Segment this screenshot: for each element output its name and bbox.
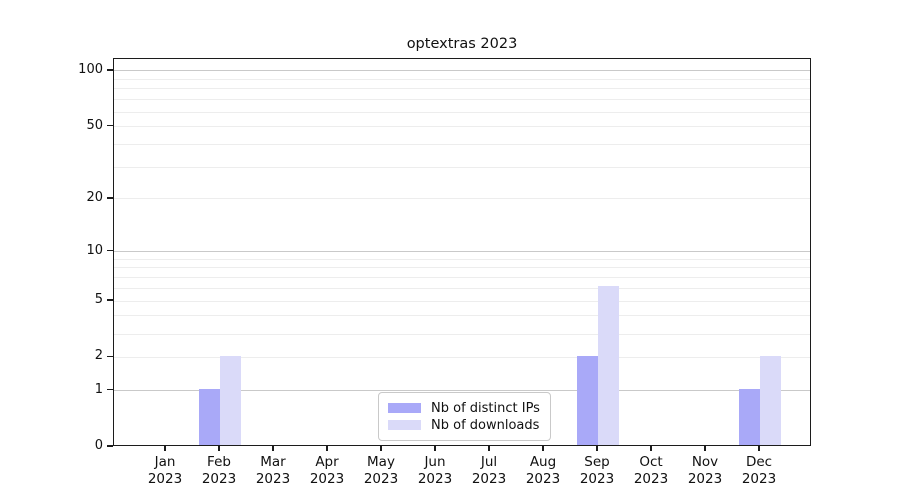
x-tick-jul-2023 [488, 446, 490, 451]
legend-swatch-downloads [388, 420, 421, 430]
gridline-y-40 [114, 143, 810, 145]
y-tick-5 [107, 299, 113, 301]
bar-feb-2023-s0 [199, 388, 220, 445]
gridline-y-80 [114, 88, 810, 90]
y-tick-10 [107, 249, 113, 252]
x-tick-apr-2023 [326, 446, 328, 451]
legend-label-downloads: Nb of downloads [431, 417, 540, 433]
x-tick-label-jun-2023: Jun 2023 [417, 454, 453, 487]
x-tick-oct-2023 [650, 446, 652, 451]
gridline-y-1 [114, 390, 810, 392]
gridline-y-3 [114, 333, 810, 335]
x-tick-dec-2023 [758, 446, 760, 451]
x-tick-label-nov-2023: Nov 2023 [687, 454, 723, 487]
x-tick-label-sep-2023: Sep 2023 [579, 454, 615, 487]
x-tick-label-aug-2023: Aug 2023 [525, 454, 561, 487]
legend: Nb of distinct IPs Nb of downloads [378, 392, 551, 441]
x-tick-nov-2023 [704, 446, 706, 451]
plot-area [113, 58, 811, 446]
x-tick-label-jan-2023: Jan 2023 [147, 454, 183, 487]
gridline-y-6 [114, 287, 810, 289]
legend-item-distinct-ips: Nb of distinct IPs [388, 400, 541, 416]
y-tick-20 [107, 197, 113, 199]
bar-dec-2023-s0 [739, 388, 760, 445]
y-tick-2 [107, 355, 113, 358]
gridline-y-9 [114, 258, 810, 260]
x-tick-label-dec-2023: Dec 2023 [741, 454, 777, 487]
x-tick-may-2023 [380, 446, 382, 451]
gridline-y-7 [114, 277, 810, 279]
y-tick-label-10: 10 [86, 242, 103, 258]
gridline-y-4 [114, 315, 810, 317]
y-tick-label-1: 1 [94, 381, 103, 397]
y-tick-0 [107, 445, 113, 447]
gridline-y-20 [114, 198, 810, 200]
gridline-y-8 [114, 267, 810, 269]
bar-feb-2023-s1 [220, 355, 241, 445]
gridline-y-10 [114, 251, 810, 253]
legend-swatch-distinct-ips [388, 403, 421, 413]
bar-sep-2023-s1 [598, 286, 619, 445]
chart-title: optextras 2023 [406, 36, 518, 52]
x-tick-jun-2023 [434, 446, 436, 451]
y-tick-label-20: 20 [86, 189, 103, 205]
y-tick-1 [107, 388, 113, 391]
y-tick-label-2: 2 [94, 348, 103, 364]
gridline-y-5 [114, 300, 810, 302]
legend-item-downloads: Nb of downloads [388, 417, 541, 433]
x-tick-label-mar-2023: Mar 2023 [255, 454, 291, 487]
gridline-y-30 [114, 166, 810, 168]
y-tick-label-5: 5 [94, 292, 103, 308]
y-tick-label-0: 0 [94, 438, 103, 453]
y-tick-label-100: 100 [78, 61, 103, 77]
x-tick-label-apr-2023: Apr 2023 [309, 454, 345, 487]
gridline-y-90 [114, 78, 810, 80]
gridline-y-100 [114, 70, 810, 72]
bar-sep-2023-s0 [577, 355, 598, 445]
x-tick-label-oct-2023: Oct 2023 [633, 454, 669, 487]
x-tick-label-feb-2023: Feb 2023 [201, 454, 237, 487]
x-tick-sep-2023 [596, 446, 598, 451]
gridlines [114, 59, 810, 445]
gridline-y-50 [114, 126, 810, 128]
x-tick-mar-2023 [272, 446, 274, 451]
x-tick-aug-2023 [542, 446, 544, 451]
x-tick-label-jul-2023: Jul 2023 [471, 454, 507, 487]
gridline-y-60 [114, 111, 810, 113]
legend-label-distinct-ips: Nb of distinct IPs [431, 400, 540, 416]
gridline-y-70 [114, 99, 810, 101]
x-tick-feb-2023 [218, 446, 220, 451]
y-tick-100 [107, 69, 113, 71]
gridline-y-2 [114, 356, 810, 358]
bars [114, 59, 810, 445]
x-tick-label-may-2023: May 2023 [363, 454, 399, 487]
y-tick-50 [107, 124, 113, 127]
bar-dec-2023-s1 [760, 355, 781, 445]
x-tick-jan-2023 [164, 446, 166, 451]
y-tick-label-50: 50 [86, 117, 103, 133]
